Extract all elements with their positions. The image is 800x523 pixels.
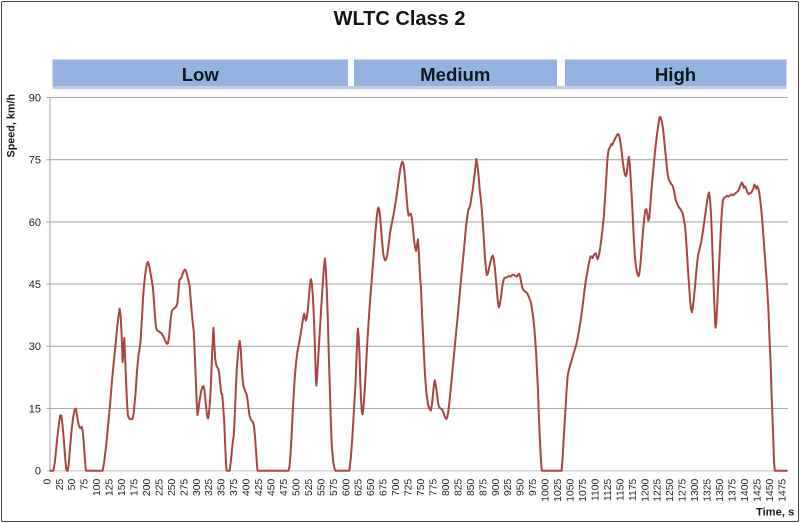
svg-text:1400: 1400 <box>740 479 751 502</box>
svg-text:975: 975 <box>528 479 539 496</box>
svg-text:750: 750 <box>416 479 427 496</box>
svg-text:400: 400 <box>242 479 253 496</box>
svg-text:75: 75 <box>80 479 91 491</box>
svg-text:725: 725 <box>404 479 415 496</box>
svg-text:WLTC Class 2: WLTC Class 2 <box>334 8 466 30</box>
svg-text:1100: 1100 <box>590 479 601 501</box>
svg-text:1050: 1050 <box>566 479 577 502</box>
svg-text:325: 325 <box>204 479 215 496</box>
svg-text:25: 25 <box>55 479 66 491</box>
svg-text:1250: 1250 <box>665 479 676 502</box>
svg-text:250: 250 <box>167 479 178 496</box>
svg-text:0: 0 <box>42 479 53 485</box>
svg-text:1225: 1225 <box>653 479 664 502</box>
svg-text:500: 500 <box>291 479 302 496</box>
svg-text:1475: 1475 <box>777 479 788 502</box>
svg-text:1275: 1275 <box>678 479 689 502</box>
svg-text:Time, s: Time, s <box>756 506 794 518</box>
svg-text:175: 175 <box>130 479 141 496</box>
svg-text:925: 925 <box>503 479 514 496</box>
svg-text:60: 60 <box>29 217 41 229</box>
svg-text:150: 150 <box>117 479 128 496</box>
svg-text:825: 825 <box>453 479 464 496</box>
svg-text:850: 850 <box>466 479 477 496</box>
svg-text:75: 75 <box>29 155 41 167</box>
svg-text:775: 775 <box>429 479 440 496</box>
svg-text:High: High <box>655 64 696 85</box>
svg-text:1000: 1000 <box>541 479 552 502</box>
svg-text:575: 575 <box>329 479 340 496</box>
svg-text:90: 90 <box>29 92 41 104</box>
svg-text:1425: 1425 <box>752 479 763 502</box>
svg-text:1125: 1125 <box>603 479 614 501</box>
svg-text:875: 875 <box>478 479 489 496</box>
svg-text:625: 625 <box>354 479 365 496</box>
svg-text:1075: 1075 <box>578 479 589 502</box>
svg-text:1025: 1025 <box>553 479 564 502</box>
svg-text:50: 50 <box>67 479 78 491</box>
svg-text:300: 300 <box>192 479 203 496</box>
svg-text:350: 350 <box>217 479 228 496</box>
svg-text:275: 275 <box>179 479 190 496</box>
svg-text:450: 450 <box>267 479 278 496</box>
svg-text:225: 225 <box>154 479 165 496</box>
svg-text:1300: 1300 <box>690 479 701 502</box>
svg-text:900: 900 <box>491 479 502 496</box>
svg-text:1175: 1175 <box>628 479 639 501</box>
svg-text:45: 45 <box>29 279 41 291</box>
svg-text:650: 650 <box>366 479 377 496</box>
svg-text:Medium: Medium <box>420 64 490 85</box>
svg-text:100: 100 <box>92 479 103 496</box>
svg-text:675: 675 <box>379 479 390 496</box>
svg-text:525: 525 <box>304 479 315 496</box>
svg-text:Low: Low <box>182 64 220 85</box>
svg-text:200: 200 <box>142 479 153 496</box>
svg-text:425: 425 <box>254 479 265 496</box>
svg-text:30: 30 <box>29 341 41 353</box>
svg-text:Speed, km/h: Speed, km/h <box>5 94 17 158</box>
svg-text:375: 375 <box>229 479 240 496</box>
svg-text:0: 0 <box>35 466 41 478</box>
svg-text:125: 125 <box>105 479 116 496</box>
svg-text:1375: 1375 <box>728 479 739 502</box>
svg-text:1150: 1150 <box>615 479 626 501</box>
svg-text:1200: 1200 <box>640 479 651 502</box>
svg-text:1350: 1350 <box>715 479 726 502</box>
svg-text:1450: 1450 <box>765 479 776 502</box>
svg-text:15: 15 <box>29 403 41 415</box>
svg-text:700: 700 <box>391 479 402 496</box>
svg-text:800: 800 <box>441 479 452 496</box>
svg-text:1325: 1325 <box>703 479 714 502</box>
svg-text:600: 600 <box>341 479 352 496</box>
svg-text:475: 475 <box>279 479 290 496</box>
svg-text:550: 550 <box>316 479 327 496</box>
svg-text:950: 950 <box>516 479 527 496</box>
